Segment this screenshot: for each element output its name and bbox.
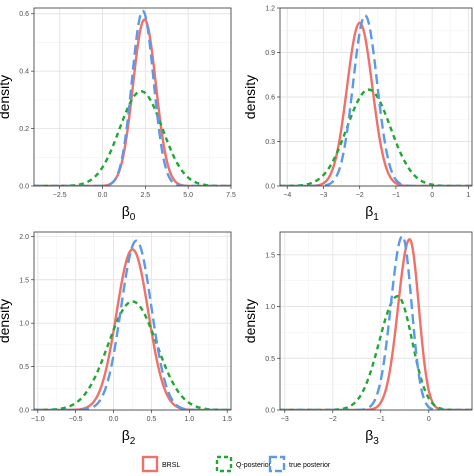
panel-3: −3 −2 −1 0 0.0 0.5 1.0 1.5 density β3 <box>242 231 473 447</box>
x-axis-label: β1 <box>365 203 379 223</box>
y-tick-label: 1.2 <box>265 6 275 13</box>
x-tick-label: −3 <box>281 416 289 423</box>
y-tick-label: 0.5 <box>265 356 275 363</box>
density-line-true_posterior <box>34 9 231 186</box>
density-line-brsl <box>34 18 231 186</box>
legend-label-true_posterior: true posterior <box>289 462 331 469</box>
x-axis-label-symbol: β <box>122 427 130 443</box>
y-tick-label: 1.0 <box>19 321 29 328</box>
y-tick-label: 0.5 <box>19 364 29 371</box>
density-line-q_posterior <box>34 300 231 410</box>
x-axis-label-subscript: 1 <box>373 212 379 223</box>
x-tick-label: −2 <box>329 416 337 423</box>
x-tick-label: 1.5 <box>222 416 232 423</box>
x-tick-label: −2 <box>356 192 364 199</box>
y-tick-label: 0.0 <box>19 184 29 191</box>
y-tick-label: 0.0 <box>265 408 275 415</box>
x-tick-label: 0.0 <box>98 192 108 199</box>
panel-border <box>33 231 232 411</box>
y-axis-label: density <box>242 75 258 119</box>
legend-item-q_posterior: Q-posterior <box>215 455 272 473</box>
x-tick-label: −3 <box>319 192 327 199</box>
x-tick-label: 0.0 <box>109 416 119 423</box>
legend-item-true_posterior: true posterior <box>268 455 331 473</box>
x-axis-label-symbol: β <box>122 203 130 219</box>
y-tick-label: 1.5 <box>19 277 29 284</box>
x-tick-label: −1 <box>377 416 385 423</box>
y-tick-label: 0.9 <box>265 50 275 57</box>
x-tick-label: −4 <box>283 192 291 199</box>
x-axis-label-subscript: 3 <box>373 436 379 447</box>
panel-0: −2.5 0.0 2.5 5.0 7.5 0.0 0.2 0.4 0.6 density β0 <box>0 7 236 223</box>
x-tick-label: 0.5 <box>147 416 157 423</box>
legend-label-q_posterior: Q-posterior <box>236 462 272 469</box>
y-tick-label: 0.6 <box>265 95 275 102</box>
x-tick-label: −2.5 <box>53 192 67 199</box>
legend-key-q_posterior <box>215 455 233 473</box>
x-axis-label: β2 <box>122 427 136 447</box>
legend: BRSL Q-posterior true posterior <box>141 455 331 473</box>
x-axis-label-symbol: β <box>365 427 373 443</box>
density-line-q_posterior <box>34 90 231 186</box>
x-tick-label: −0.5 <box>69 416 83 423</box>
panel-2: −1.0 −0.5 0.0 0.5 1.0 1.5 0.0 0.5 1.0 1.5 2.0 densi… <box>0 231 232 447</box>
y-axis-label: density <box>0 299 12 343</box>
y-tick-label: 1.5 <box>265 252 275 259</box>
chart-panels: −2.5 0.0 2.5 5.0 7.50.00.20.40.6densityβ0−4−… <box>0 6 473 447</box>
x-axis-label: β3 <box>365 427 379 447</box>
x-tick-label: 7.5 <box>226 192 236 199</box>
legend-label-brsl: BRSL <box>162 462 180 469</box>
y-tick-label: 0.0 <box>265 184 275 191</box>
x-tick-label: 2.5 <box>140 192 150 199</box>
legend-key-true_posterior <box>268 455 286 473</box>
legend-key-brsl <box>141 455 159 473</box>
y-tick-label: 0.4 <box>19 69 29 76</box>
x-axis-label: β0 <box>122 203 136 223</box>
y-tick-label: 2.0 <box>19 234 29 241</box>
x-tick-label: −1.0 <box>31 416 45 423</box>
density-line-q_posterior <box>280 294 472 410</box>
y-tick-label: 1.0 <box>265 304 275 311</box>
y-tick-label: 0.3 <box>265 139 275 146</box>
x-tick-label: 0 <box>430 192 434 199</box>
y-axis-label: density <box>242 299 258 343</box>
panel-background <box>280 232 472 410</box>
x-tick-label: 1 <box>466 192 470 199</box>
x-tick-label: 1.0 <box>184 416 194 423</box>
y-axis-label: density <box>0 75 12 119</box>
y-tick-label: 0.0 <box>19 408 29 415</box>
legend-item-brsl: BRSL <box>141 455 180 473</box>
panel-border <box>33 7 232 187</box>
x-tick-label: 0 <box>427 416 431 423</box>
x-axis-label-subscript: 0 <box>130 212 136 223</box>
y-tick-label: 0.6 <box>19 11 29 18</box>
y-tick-label: 0.2 <box>19 126 29 133</box>
density-curves <box>34 9 231 186</box>
panel-border <box>279 231 473 411</box>
x-axis-label-symbol: β <box>365 203 373 219</box>
x-tick-label: −1 <box>392 192 400 199</box>
x-tick-label: 5.0 <box>183 192 193 199</box>
x-axis-label-subscript: 2 <box>130 436 136 447</box>
